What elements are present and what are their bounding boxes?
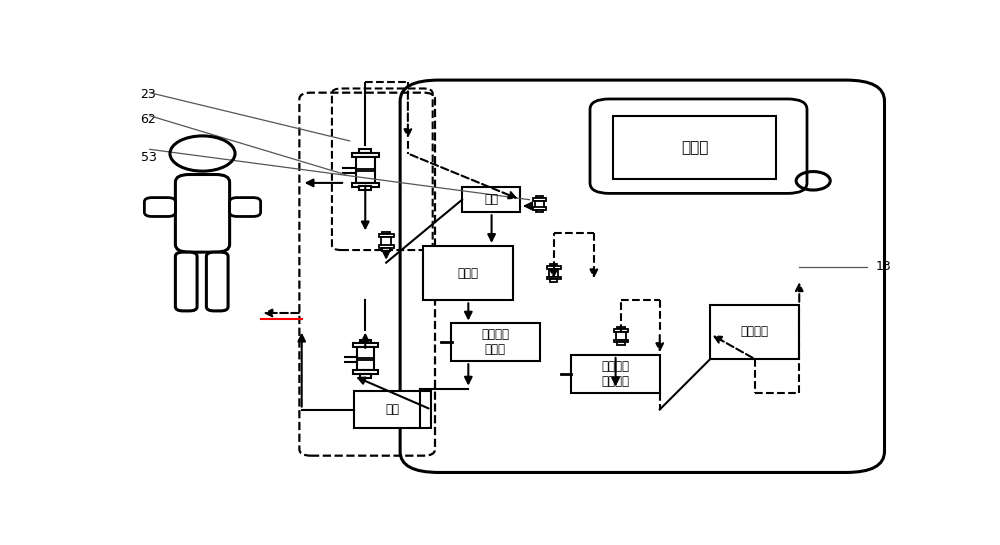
Bar [535, 201, 544, 208]
FancyBboxPatch shape [144, 198, 175, 216]
Bar [710, 305, 799, 359]
Bar [614, 340, 628, 342]
Bar [354, 391, 431, 428]
Bar [379, 234, 394, 238]
Bar [533, 207, 546, 210]
Text: 显示屏: 显示屏 [681, 140, 708, 155]
Bar [547, 277, 561, 280]
Text: 废液流量
传感器: 废液流量 传感器 [481, 329, 509, 356]
Bar [356, 169, 375, 171]
Bar [353, 343, 378, 347]
Bar [536, 196, 543, 198]
Bar [549, 269, 558, 277]
Bar [617, 328, 625, 329]
FancyBboxPatch shape [400, 80, 885, 473]
Text: 废液泵: 废液泵 [457, 267, 478, 280]
Bar [571, 355, 660, 393]
Text: 53: 53 [140, 151, 156, 164]
Bar [536, 210, 543, 212]
Text: 透析液流
量传感器: 透析液流 量传感器 [601, 360, 629, 388]
Bar [613, 116, 776, 179]
Bar [533, 198, 546, 201]
FancyBboxPatch shape [175, 252, 197, 311]
Bar [381, 238, 391, 246]
Bar [360, 340, 371, 344]
Text: 62: 62 [140, 113, 156, 126]
Text: 凝血: 凝血 [484, 193, 498, 206]
Bar [356, 157, 375, 183]
Bar [423, 246, 512, 300]
Bar [357, 358, 374, 360]
Bar [616, 332, 626, 340]
Bar [382, 248, 390, 251]
FancyBboxPatch shape [230, 198, 261, 216]
Bar [352, 153, 379, 157]
Bar [353, 371, 378, 374]
Bar [550, 264, 557, 267]
Bar [359, 149, 371, 153]
Bar [382, 232, 390, 234]
Bar [450, 324, 540, 361]
Bar [379, 245, 394, 248]
FancyBboxPatch shape [206, 252, 228, 311]
Bar [357, 347, 374, 371]
Bar [614, 329, 628, 332]
Bar [352, 183, 379, 187]
Bar [547, 267, 561, 269]
Text: 13: 13 [875, 261, 891, 274]
Bar [359, 186, 371, 190]
Text: 透析液泵: 透析液泵 [741, 325, 769, 338]
Text: 血泵: 血泵 [385, 403, 399, 416]
Bar [550, 280, 557, 282]
FancyBboxPatch shape [590, 99, 807, 193]
Bar [617, 342, 625, 344]
Bar [360, 374, 371, 378]
Bar [462, 187, 520, 212]
Text: 23: 23 [140, 88, 156, 101]
FancyBboxPatch shape [175, 174, 230, 252]
